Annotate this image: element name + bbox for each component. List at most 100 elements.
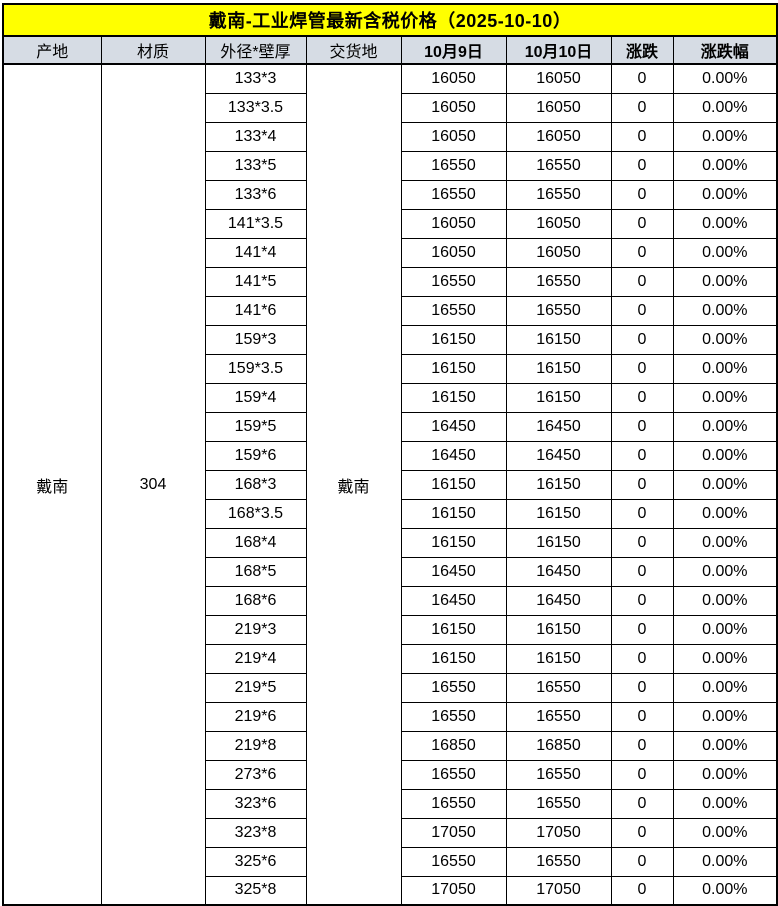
change-cell: 0 bbox=[610, 817, 674, 848]
price-day1-cell: 16550 bbox=[400, 672, 507, 703]
table-row: 219*4 16150 16150 0 0.00% bbox=[3, 643, 778, 674]
change-pct-cell: 0.00% bbox=[672, 208, 778, 239]
spec-cell: 325*6 bbox=[204, 846, 307, 877]
change-pct-cell: 0.00% bbox=[672, 817, 778, 848]
change-pct-cell: 0.00% bbox=[672, 846, 778, 877]
table-row: 159*3.5 16150 16150 0 0.00% bbox=[3, 353, 778, 384]
change-pct-cell: 0.00% bbox=[672, 63, 778, 94]
header-date-2: 10月10日 bbox=[505, 35, 612, 65]
table-row: 141*6 16550 16550 0 0.00% bbox=[3, 295, 778, 326]
header-origin: 产地 bbox=[2, 35, 102, 65]
change-pct-cell: 0.00% bbox=[672, 672, 778, 703]
price-day2-cell: 16450 bbox=[505, 556, 612, 587]
table-row: 168*4 16150 16150 0 0.00% bbox=[3, 527, 778, 558]
table-row: 168*6 16450 16450 0 0.00% bbox=[3, 585, 778, 616]
change-cell: 0 bbox=[610, 92, 674, 123]
change-cell: 0 bbox=[610, 875, 674, 906]
change-cell: 0 bbox=[610, 63, 674, 94]
spec-cell: 133*6 bbox=[204, 179, 307, 210]
price-day1-cell: 16450 bbox=[400, 556, 507, 587]
change-pct-cell: 0.00% bbox=[672, 759, 778, 790]
change-pct-cell: 0.00% bbox=[672, 730, 778, 761]
table-row: 159*4 16150 16150 0 0.00% bbox=[3, 382, 778, 413]
spec-cell: 159*3.5 bbox=[204, 353, 307, 384]
spec-cell: 168*5 bbox=[204, 556, 307, 587]
price-day1-cell: 16550 bbox=[400, 788, 507, 819]
change-cell: 0 bbox=[610, 150, 674, 181]
price-day1-cell: 16050 bbox=[400, 63, 507, 94]
table-row: 141*5 16550 16550 0 0.00% bbox=[3, 266, 778, 297]
price-day1-cell: 16150 bbox=[400, 353, 507, 384]
price-day2-cell: 16550 bbox=[505, 846, 612, 877]
price-day1-cell: 16050 bbox=[400, 121, 507, 152]
table-row: 219*3 16150 16150 0 0.00% bbox=[3, 614, 778, 645]
spec-cell: 325*8 bbox=[204, 875, 307, 906]
change-pct-cell: 0.00% bbox=[672, 701, 778, 732]
price-day2-cell: 16150 bbox=[505, 324, 612, 355]
price-day1-cell: 16550 bbox=[400, 759, 507, 790]
change-cell: 0 bbox=[610, 614, 674, 645]
material-cell: 304 bbox=[100, 63, 206, 906]
price-day2-cell: 17050 bbox=[505, 875, 612, 906]
price-day2-cell: 16150 bbox=[505, 643, 612, 674]
change-cell: 0 bbox=[610, 527, 674, 558]
header-spec: 外径*壁厚 bbox=[204, 35, 307, 65]
change-pct-cell: 0.00% bbox=[672, 353, 778, 384]
change-pct-cell: 0.00% bbox=[672, 237, 778, 268]
spec-cell: 133*3.5 bbox=[204, 92, 307, 123]
change-cell: 0 bbox=[610, 295, 674, 326]
spec-cell: 133*5 bbox=[204, 150, 307, 181]
table-row: 133*6 16550 16550 0 0.00% bbox=[3, 179, 778, 210]
change-pct-cell: 0.00% bbox=[672, 556, 778, 587]
price-day2-cell: 16550 bbox=[505, 150, 612, 181]
table-row: 133*3.5 16050 16050 0 0.00% bbox=[3, 92, 778, 123]
header-material: 材质 bbox=[100, 35, 206, 65]
change-cell: 0 bbox=[610, 469, 674, 500]
price-day2-cell: 16450 bbox=[505, 411, 612, 442]
price-day1-cell: 16850 bbox=[400, 730, 507, 761]
table-row: 159*3 16150 16150 0 0.00% bbox=[3, 324, 778, 355]
change-pct-cell: 0.00% bbox=[672, 266, 778, 297]
change-cell: 0 bbox=[610, 498, 674, 529]
price-day1-cell: 16150 bbox=[400, 324, 507, 355]
price-day2-cell: 16050 bbox=[505, 63, 612, 94]
price-day1-cell: 16550 bbox=[400, 179, 507, 210]
price-day2-cell: 16150 bbox=[505, 498, 612, 529]
price-day2-cell: 16550 bbox=[505, 701, 612, 732]
change-cell: 0 bbox=[610, 440, 674, 471]
change-cell: 0 bbox=[610, 643, 674, 674]
table-row: 325*6 16550 16550 0 0.00% bbox=[3, 846, 778, 877]
price-day2-cell: 16850 bbox=[505, 730, 612, 761]
change-cell: 0 bbox=[610, 585, 674, 616]
change-pct-cell: 0.00% bbox=[672, 614, 778, 645]
table-body: 戴南 304 133*3 戴南 16050 16050 0 0.00% 133*3.5 16050… bbox=[2, 63, 778, 906]
delivery-cell: 戴南 bbox=[305, 63, 402, 906]
spec-cell: 323*8 bbox=[204, 817, 307, 848]
change-cell: 0 bbox=[610, 353, 674, 384]
price-day2-cell: 16450 bbox=[505, 585, 612, 616]
origin-cell: 戴南 bbox=[2, 63, 102, 906]
price-day1-cell: 16150 bbox=[400, 614, 507, 645]
change-pct-cell: 0.00% bbox=[672, 498, 778, 529]
price-day1-cell: 16550 bbox=[400, 150, 507, 181]
spec-cell: 168*6 bbox=[204, 585, 307, 616]
price-day1-cell: 16550 bbox=[400, 295, 507, 326]
change-cell: 0 bbox=[610, 846, 674, 877]
price-day2-cell: 16150 bbox=[505, 469, 612, 500]
price-day2-cell: 16150 bbox=[505, 382, 612, 413]
table-row: 325*8 17050 17050 0 0.00% bbox=[3, 875, 778, 906]
change-cell: 0 bbox=[610, 759, 674, 790]
table-row: 168*5 16450 16450 0 0.00% bbox=[3, 556, 778, 587]
price-day2-cell: 16550 bbox=[505, 295, 612, 326]
change-cell: 0 bbox=[610, 788, 674, 819]
price-day2-cell: 16550 bbox=[505, 672, 612, 703]
header-date-1: 10月9日 bbox=[400, 35, 507, 65]
change-cell: 0 bbox=[610, 411, 674, 442]
header-row: 产地 材质 外径*壁厚 交货地 10月9日 10月10日 涨跌 涨跌幅 bbox=[2, 35, 778, 65]
change-pct-cell: 0.00% bbox=[672, 121, 778, 152]
change-cell: 0 bbox=[610, 324, 674, 355]
table-row: 323*8 17050 17050 0 0.00% bbox=[3, 817, 778, 848]
price-day2-cell: 17050 bbox=[505, 817, 612, 848]
change-pct-cell: 0.00% bbox=[672, 875, 778, 906]
spec-cell: 159*5 bbox=[204, 411, 307, 442]
